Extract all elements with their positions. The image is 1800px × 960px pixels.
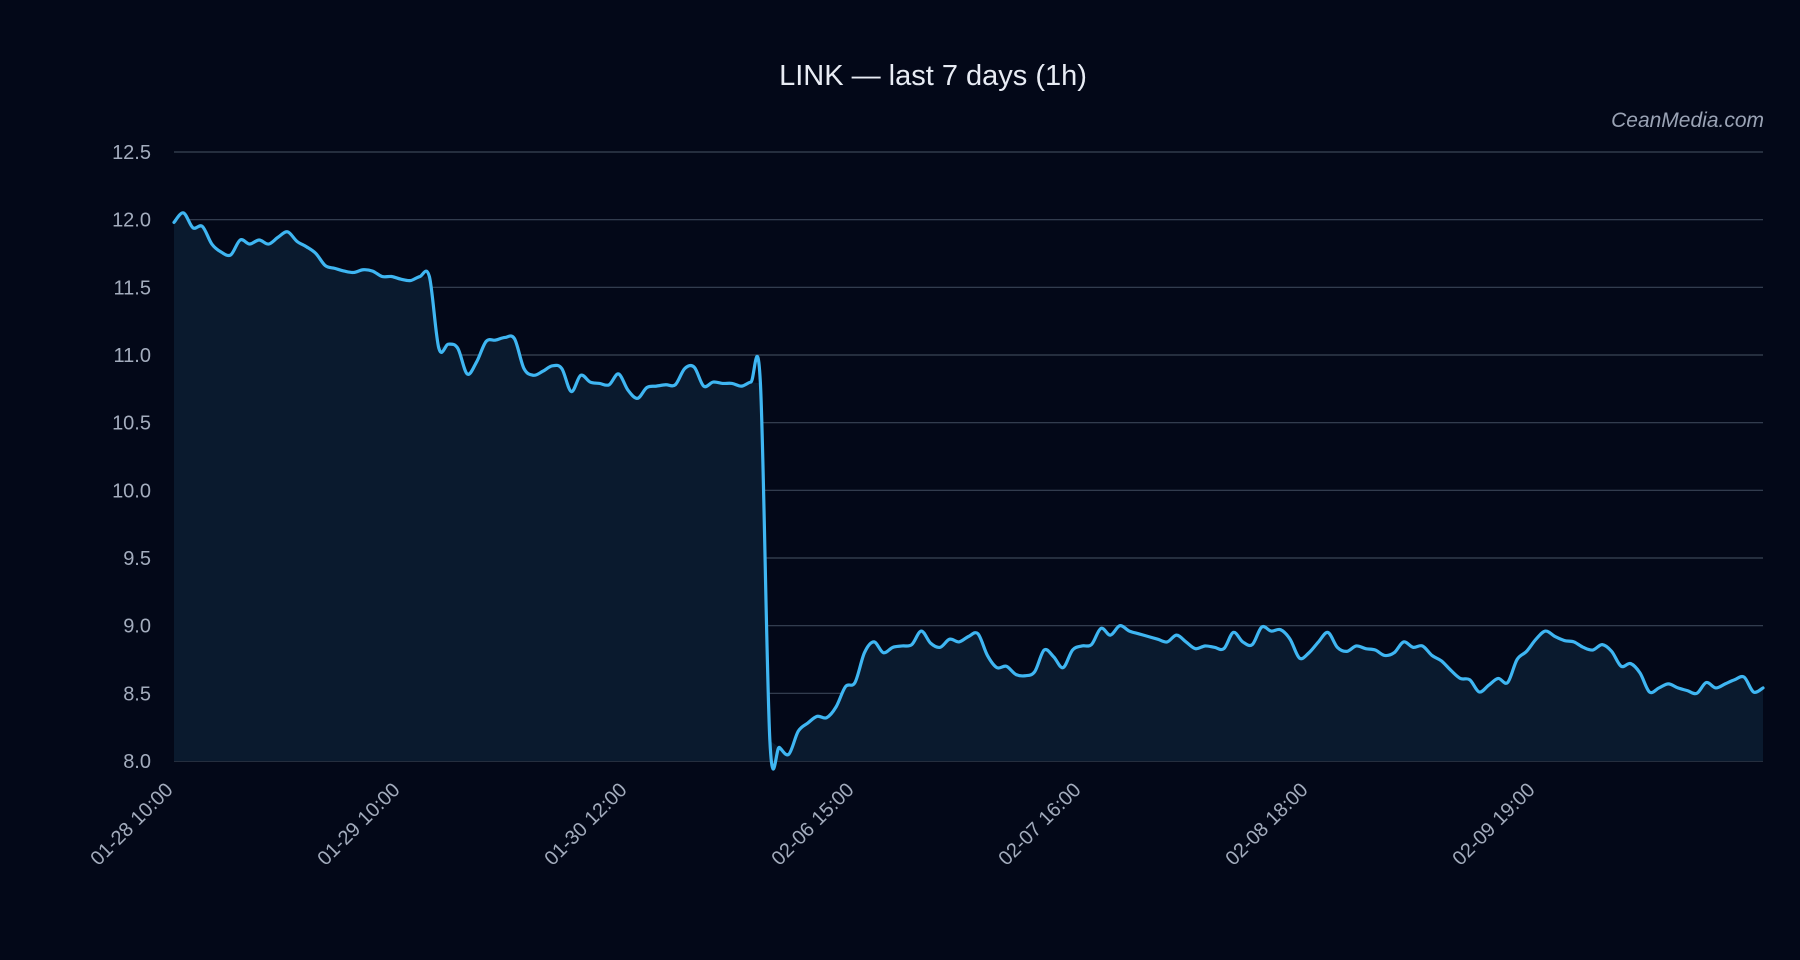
line-layer — [172, 211, 1765, 771]
y-tick-label: 12.5 — [112, 142, 151, 164]
y-tick-label: 9.0 — [123, 616, 151, 638]
y-tick-label: 10.0 — [112, 480, 151, 502]
chart-title: LINK — last 7 days (1h) — [779, 60, 1087, 92]
y-tick-label: 8.0 — [123, 751, 151, 773]
price-area-fill — [174, 212, 1763, 761]
y-tick-label: 11.0 — [114, 345, 151, 367]
y-tick-label: 9.5 — [123, 548, 151, 570]
y-tick-label: 12.0 — [112, 210, 151, 232]
watermark-text: CeanMedia.com — [1611, 109, 1764, 132]
y-tick-label: 11.5 — [114, 277, 151, 299]
y-tick-label: 10.5 — [112, 413, 151, 435]
y-tick-label: 8.5 — [123, 683, 151, 705]
price-line — [172, 211, 1765, 771]
y-axis-ticks: 8.0 8.5 9.0 9.5 10.0 10.5 11.0 11.5 12.0 12.5 — [112, 142, 151, 773]
area-layer — [174, 212, 1763, 761]
